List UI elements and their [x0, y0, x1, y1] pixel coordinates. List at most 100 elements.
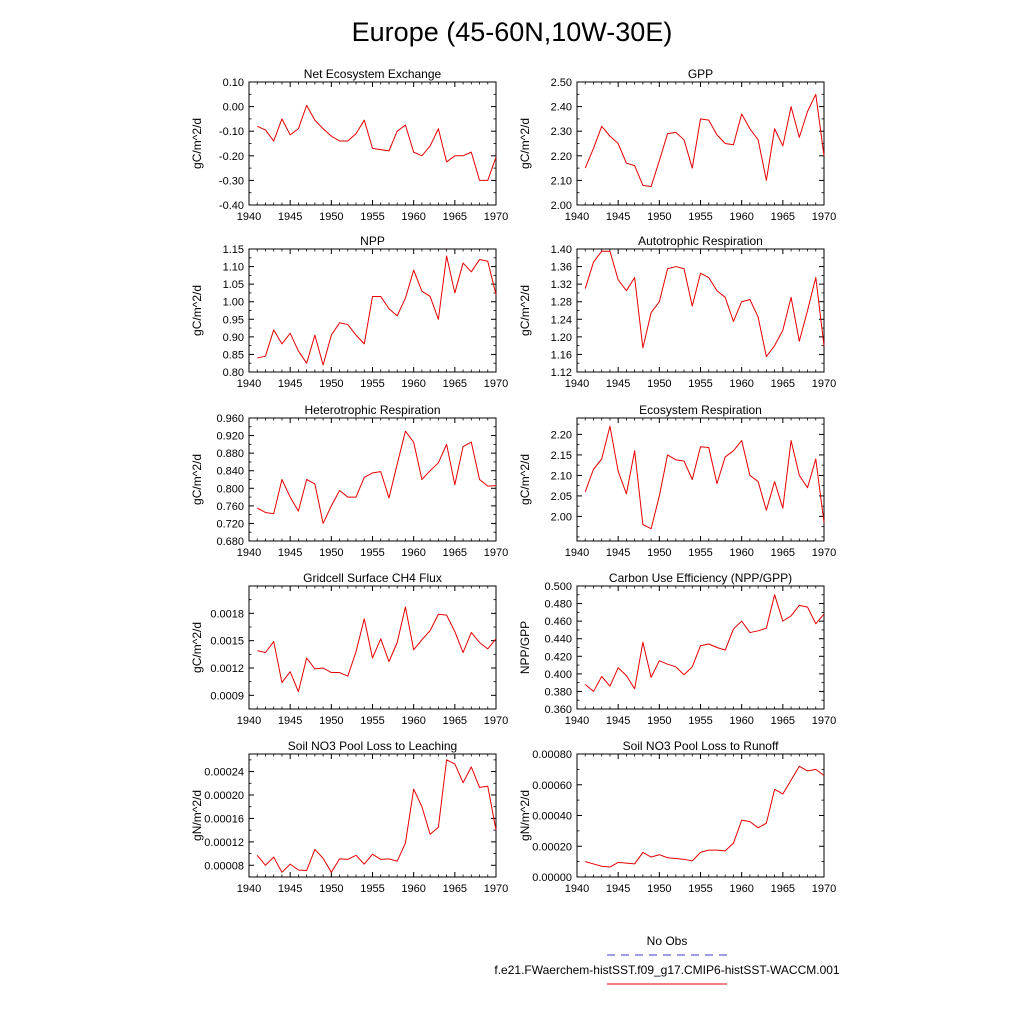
x-tick-label: 1940 [565, 883, 589, 895]
panel-5: Heterotrophic Respiration 1940 1945 1950 195… [190, 403, 508, 559]
y-tick-label: -0.20 [219, 151, 244, 163]
y-tick-label: 0.95 [223, 314, 244, 326]
y-axis-label: gC/m^2/d [190, 118, 204, 169]
x-tick-label: 1965 [771, 378, 795, 390]
x-tick-label: 1950 [319, 378, 343, 390]
y-tick-label: 1.36 [551, 262, 572, 274]
y-tick-label: 1.40 [551, 244, 572, 256]
x-tick-label: 1960 [401, 378, 425, 390]
plot-frame [576, 753, 825, 878]
y-tick-label: 0.680 [216, 536, 244, 548]
x-tick-label: 1945 [278, 378, 302, 390]
plot-frame [576, 585, 825, 710]
y-tick-label: 0.500 [544, 581, 572, 593]
x-tick-label: 1960 [401, 211, 425, 223]
x-tick-label: 1945 [278, 211, 302, 223]
plot-frame [248, 248, 497, 373]
y-tick-label: 0.720 [216, 518, 244, 530]
x-tick-label: 1945 [606, 378, 630, 390]
panel-title: Net Ecosystem Exchange [304, 67, 442, 81]
panel-7: Gridcell Surface CH4 Flux 1940 1945 1950 195… [190, 571, 508, 727]
y-tick-label: 0.440 [544, 634, 572, 646]
x-tick-label: 1965 [443, 715, 467, 727]
y-axis-label: gC/m^2/d [518, 285, 532, 336]
y-tick-label: 1.00 [223, 297, 244, 309]
y-tick-label: 2.40 [551, 102, 572, 114]
y-tick-label: 1.10 [223, 262, 244, 274]
panel-title: Autotrophic Respiration [638, 234, 763, 248]
x-tick-label: 1950 [319, 211, 343, 223]
x-tick-label: 1965 [771, 715, 795, 727]
y-tick-label: 1.15 [223, 244, 244, 256]
x-tick-label: 1970 [812, 211, 836, 223]
x-tick-label: 1950 [319, 547, 343, 559]
x-tick-label: 1970 [484, 715, 508, 727]
x-tick-label: 1970 [812, 715, 836, 727]
x-tick-label: 1960 [729, 547, 753, 559]
y-tick-label: 0.00000 [532, 872, 572, 884]
x-tick-label: 1970 [484, 378, 508, 390]
panel-4: Autotrophic Respiration 1940 1945 1950 1955 1… [518, 234, 836, 390]
panel-3: NPP 1940 1945 1950 1955 1960 1965 1970 0.80 0.85 0… [190, 234, 508, 390]
panel-8: Carbon Use Efficiency (NPP/GPP) 1940 1945 1… [518, 571, 836, 727]
panel-title: Gridcell Surface CH4 Flux [303, 571, 442, 585]
x-tick-label: 1945 [606, 715, 630, 727]
plot-frame [248, 417, 497, 542]
x-tick-label: 1965 [771, 547, 795, 559]
y-tick-label: 2.00 [551, 200, 572, 212]
x-tick-label: 1970 [484, 883, 508, 895]
y-tick-label: 0.00024 [204, 767, 244, 779]
series-line [257, 104, 497, 181]
x-tick-label: 1970 [812, 883, 836, 895]
y-tick-label: 0.460 [544, 616, 572, 628]
x-tick-label: 1950 [647, 211, 671, 223]
y-tick-label: 0.480 [544, 599, 572, 611]
x-tick-label: 1955 [360, 547, 384, 559]
series-line [257, 606, 497, 693]
x-tick-label: 1950 [647, 547, 671, 559]
y-tick-label: 1.32 [551, 279, 572, 291]
y-tick-label: 1.24 [551, 314, 572, 326]
series-line [585, 765, 825, 868]
y-tick-label: 1.20 [551, 332, 572, 344]
y-axis-label: NPP/GPP [518, 621, 532, 674]
x-tick-label: 1945 [278, 547, 302, 559]
series-line [256, 430, 497, 524]
y-tick-label: 0.920 [216, 431, 244, 443]
panel-title: Heterotrophic Respiration [304, 403, 440, 417]
y-tick-label: 2.20 [551, 429, 572, 441]
x-tick-label: 1940 [565, 378, 589, 390]
series-line [257, 255, 497, 366]
x-tick-label: 1950 [319, 715, 343, 727]
series-line [584, 250, 825, 358]
y-tick-label: 0.800 [216, 483, 244, 495]
x-tick-label: 1965 [771, 211, 795, 223]
y-tick-label: 0.840 [216, 466, 244, 478]
y-axis-label: gC/m^2/d [518, 454, 532, 505]
x-tick-label: 1950 [647, 883, 671, 895]
y-tick-label: 0.00020 [204, 790, 244, 802]
y-axis-label: gC/m^2/d [518, 118, 532, 169]
y-axis-label: gN/m^2/d [518, 790, 532, 841]
y-tick-label: -0.10 [219, 126, 244, 138]
panel-1: Net Ecosystem Exchange 1940 1945 1950 1955 19… [190, 67, 508, 223]
y-tick-label: 0.0009 [210, 690, 244, 702]
x-tick-label: 1940 [237, 211, 261, 223]
x-tick-label: 1965 [443, 211, 467, 223]
x-tick-label: 1960 [401, 547, 425, 559]
y-tick-label: 0.960 [216, 413, 244, 425]
panel-title: Ecosystem Respiration [639, 403, 762, 417]
x-tick-label: 1955 [360, 883, 384, 895]
y-tick-label: 0.10 [223, 77, 244, 89]
x-tick-label: 1960 [729, 378, 753, 390]
y-tick-label: 0.00012 [204, 837, 244, 849]
y-tick-label: 0.880 [216, 448, 244, 460]
y-tick-label: 0.90 [223, 332, 244, 344]
y-axis-label: gC/m^2/d [190, 454, 204, 505]
x-tick-label: 1945 [606, 883, 630, 895]
y-tick-label: 2.15 [551, 450, 572, 462]
plot-frame [248, 81, 497, 206]
x-tick-label: 1965 [443, 378, 467, 390]
y-tick-label: 0.80 [223, 367, 244, 379]
x-tick-label: 1955 [360, 211, 384, 223]
